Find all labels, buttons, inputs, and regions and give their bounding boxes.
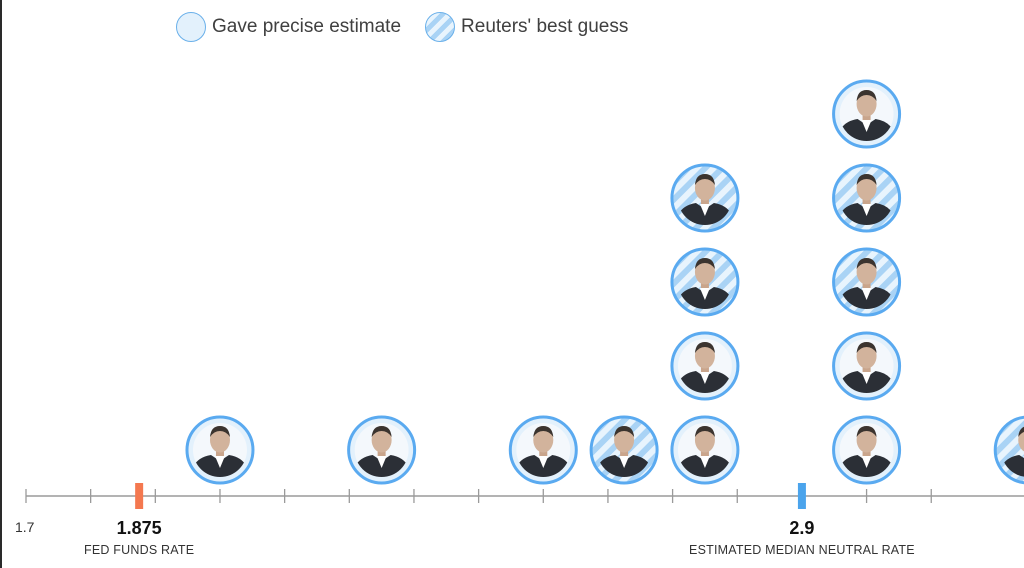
official-dot-precise — [832, 331, 902, 401]
official-dot-precise — [670, 415, 740, 485]
reference-markers: 1.875 FED FUNDS RATE 2.9 ESTIMATED MEDIAN N… — [84, 483, 915, 557]
portrait-icon — [839, 423, 894, 477]
portrait-icon — [677, 171, 732, 225]
official-dot-precise — [508, 415, 578, 485]
marker-value-label: 1.875 — [117, 518, 162, 538]
precise-estimate-swatch-icon — [176, 12, 206, 42]
official-dot-best-guess — [993, 415, 1024, 485]
official-dot-best-guess — [670, 247, 740, 317]
marker-caption: FED FUNDS RATE — [84, 543, 194, 557]
portrait-icon — [1001, 423, 1024, 477]
portrait-icon — [839, 255, 894, 309]
legend-label-guess: Reuters' best guess — [461, 16, 629, 37]
tick-label: 1.7 — [15, 519, 35, 535]
portrait-icon — [516, 423, 571, 477]
official-dot-precise — [832, 415, 902, 485]
left-edge-border — [0, 0, 2, 568]
dots-layer — [185, 79, 1024, 485]
x-axis: 1.7 — [15, 489, 1024, 535]
portrait-icon — [839, 339, 894, 393]
official-dot-precise — [347, 415, 417, 485]
portrait-icon — [677, 423, 732, 477]
legend-label-precise: Gave precise estimate — [212, 16, 402, 37]
best-guess-swatch-icon — [425, 12, 456, 42]
portrait-icon — [677, 339, 732, 393]
portrait-icon — [839, 87, 894, 141]
legend: Gave precise estimate Reuters' best gues… — [176, 8, 628, 46]
fed-funds-rate-marker — [135, 483, 144, 509]
portrait-icon — [192, 423, 247, 477]
marker-caption: ESTIMATED MEDIAN NEUTRAL RATE — [689, 543, 915, 557]
marker-value-label: 2.9 — [789, 518, 814, 538]
legend-item-precise: Gave precise estimate — [176, 12, 401, 42]
portrait-icon — [677, 255, 732, 309]
legend-item-guess: Reuters' best guess — [425, 12, 628, 42]
official-dot-precise — [185, 415, 255, 485]
portrait-icon — [839, 171, 894, 225]
official-dot-best-guess — [832, 247, 902, 317]
portrait-icon — [597, 423, 652, 477]
median-neutral-rate-marker — [797, 483, 806, 509]
official-dot-precise — [670, 331, 740, 401]
official-dot-best-guess — [670, 163, 740, 233]
portrait-icon — [354, 423, 409, 477]
official-dot-best-guess — [589, 415, 659, 485]
official-dot-precise — [832, 79, 902, 149]
official-dot-best-guess — [832, 163, 902, 233]
axis-tick-labels: 1.7 — [15, 519, 35, 535]
axis-ticks — [25, 489, 932, 503]
